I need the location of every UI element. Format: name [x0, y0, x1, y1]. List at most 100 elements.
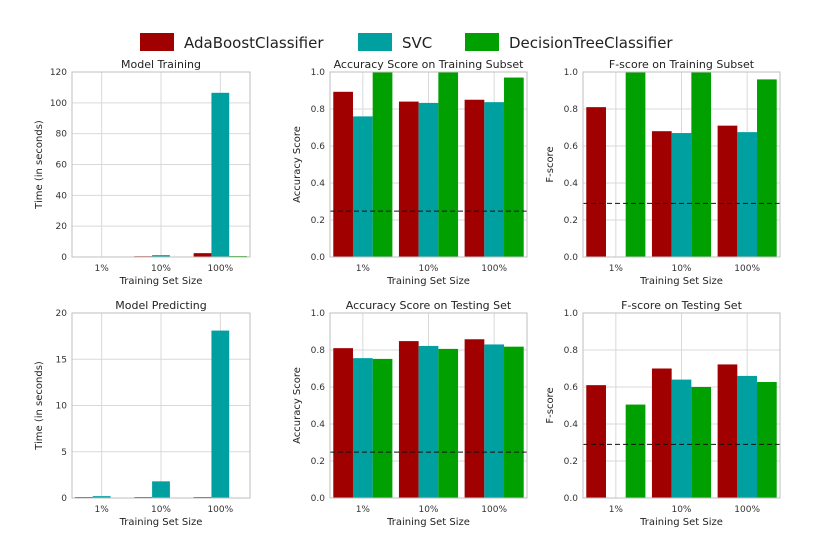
axes-frame — [71, 71, 251, 258]
subplot-title: F-score on Training Subset — [609, 58, 755, 71]
x-axis-label: Training Set Size — [386, 276, 470, 287]
y-tick-label: 0.0 — [311, 253, 326, 263]
bar-svc-100pct — [737, 132, 758, 257]
y-tick-label: 0.0 — [564, 253, 579, 263]
y-axis-label: Accuracy Score — [292, 126, 303, 203]
y-tick-label: 1.0 — [564, 309, 579, 319]
bar-decisiontreeclassifier-100pct — [504, 346, 524, 498]
legend-swatch-decisiontree — [465, 33, 499, 51]
y-tick-label: 0.8 — [564, 105, 579, 115]
x-tick-label: 1% — [609, 505, 624, 515]
bar-adaboostclassifier-100pct — [717, 364, 738, 498]
y-tick-label: 0.4 — [311, 420, 326, 430]
bar-decisiontreeclassifier-1pct — [372, 72, 393, 257]
bar-decisiontreeclassifier-10pct — [691, 72, 712, 257]
x-axis-label: Training Set Size — [386, 517, 470, 528]
bar-svc-1pct — [352, 116, 373, 258]
bar-adaboostclassifier-10pct — [651, 368, 672, 498]
bar-adaboostclassifier-1pct — [333, 348, 353, 498]
x-tick-label: 100% — [207, 505, 233, 515]
x-tick-label: 1% — [95, 505, 110, 515]
y-tick-label: 0.4 — [564, 420, 579, 430]
x-axis-label: Training Set Size — [639, 517, 723, 528]
bar-adaboostclassifier-100pct — [717, 125, 738, 258]
y-tick-label: 0.4 — [564, 179, 579, 189]
bar-adaboostclassifier-1pct — [586, 385, 606, 498]
y-tick-label: 0.2 — [564, 457, 578, 467]
y-tick-label: 0.6 — [564, 383, 579, 393]
y-tick-label: 0 — [61, 494, 67, 504]
y-tick-label: 0.2 — [564, 216, 578, 226]
y-tick-label: 60 — [56, 161, 68, 171]
x-tick-label: 100% — [734, 505, 760, 515]
y-tick-label: 20 — [56, 309, 68, 319]
bar-decisiontreeclassifier-10pct — [691, 387, 712, 498]
bar-decisiontreeclassifier-100pct — [504, 77, 524, 257]
x-tick-label: 10% — [671, 264, 691, 274]
x-tick-label: 10% — [151, 505, 171, 515]
bar-decisiontreeclassifier-10pct — [438, 72, 459, 257]
bar-adaboostclassifier-10pct — [651, 131, 672, 257]
legend: AdaBoostClassifier SVC DecisionTreeClass… — [140, 33, 673, 52]
y-axis-label: F-score — [545, 387, 556, 423]
y-tick-label: 0.6 — [311, 142, 326, 152]
subplot-test-acc: 0.0 0.2 0.4 0.6 0.8 1.0 1% 10% 100% Accuracy Scor… — [292, 299, 528, 528]
legend-label-decisiontree: DecisionTreeClassifier — [509, 34, 673, 52]
x-tick-label: 1% — [95, 264, 110, 274]
x-tick-label: 10% — [671, 505, 691, 515]
subplot-title: F-score on Testing Set — [621, 299, 742, 312]
x-axis-label: Training Set Size — [119, 517, 203, 528]
y-tick-label: 0.0 — [564, 494, 579, 504]
subplot-pred-time: 0 5 10 15 20 1% 10% 100% Model Predicting Trainin… — [34, 299, 251, 528]
y-tick-label: 15 — [56, 355, 67, 365]
bar-decisiontreeclassifier-10pct — [438, 348, 459, 498]
y-tick-label: 5 — [61, 448, 67, 458]
y-tick-label: 0.6 — [311, 383, 326, 393]
axes-frame — [582, 71, 781, 258]
y-tick-label: 1.0 — [311, 309, 326, 319]
legend-label-svc: SVC — [402, 34, 432, 52]
bar-svc-100pct — [211, 330, 230, 498]
axes-frame — [329, 71, 528, 258]
x-tick-label: 10% — [418, 505, 438, 515]
x-tick-label: 1% — [609, 264, 624, 274]
subplot-title: Model Predicting — [115, 299, 206, 312]
y-tick-label: 0.6 — [564, 142, 579, 152]
y-tick-label: 0.0 — [311, 494, 326, 504]
y-tick-label: 80 — [56, 130, 68, 140]
bar-decisiontreeclassifier-100pct — [757, 79, 777, 258]
bar-svc-100pct — [737, 375, 758, 498]
y-tick-label: 0.4 — [311, 179, 326, 189]
y-tick-label: 1.0 — [564, 68, 579, 78]
x-tick-label: 100% — [481, 505, 507, 515]
bar-svc-1pct — [352, 358, 373, 498]
y-tick-label: 0 — [61, 253, 67, 263]
subplot-test-f: 0.0 0.2 0.4 0.6 0.8 1.0 1% 10% 100% F-score on Te… — [545, 299, 781, 528]
y-tick-label: 120 — [50, 68, 67, 78]
y-tick-label: 0.8 — [564, 346, 579, 356]
subplot-train-time: 0 20 40 60 80 100 120 1% 10% 100% Model Training Tr… — [34, 58, 251, 287]
subplot-train-acc: 0.0 0.2 0.4 0.6 0.8 1.0 1% 10% 100% Accuracy Scor… — [292, 58, 528, 287]
x-tick-label: 100% — [734, 264, 760, 274]
legend-label-adaboost: AdaBoostClassifier — [184, 34, 324, 52]
y-tick-label: 1.0 — [311, 68, 326, 78]
bar-svc-10pct — [418, 102, 439, 258]
bar-svc-10pct — [152, 481, 170, 498]
y-tick-label: 10 — [56, 402, 68, 412]
axes-frame — [582, 312, 781, 499]
y-tick-label: 100 — [50, 99, 67, 109]
bar-adaboostclassifier-100pct — [193, 253, 212, 257]
y-axis-label: Time (in seconds) — [34, 120, 45, 210]
x-tick-label: 1% — [356, 505, 371, 515]
subplot-title: Model Training — [121, 58, 201, 71]
bar-svc-1pct — [92, 496, 111, 498]
bar-svc-10pct — [671, 379, 692, 498]
y-tick-label: 0.8 — [311, 105, 326, 115]
axes-frame — [71, 312, 251, 499]
x-axis-label: Training Set Size — [639, 276, 723, 287]
y-axis-label: Time (in seconds) — [34, 361, 45, 451]
y-tick-label: 20 — [56, 222, 68, 232]
y-tick-label: 40 — [56, 191, 68, 201]
bar-adaboostclassifier-1pct — [586, 107, 606, 258]
